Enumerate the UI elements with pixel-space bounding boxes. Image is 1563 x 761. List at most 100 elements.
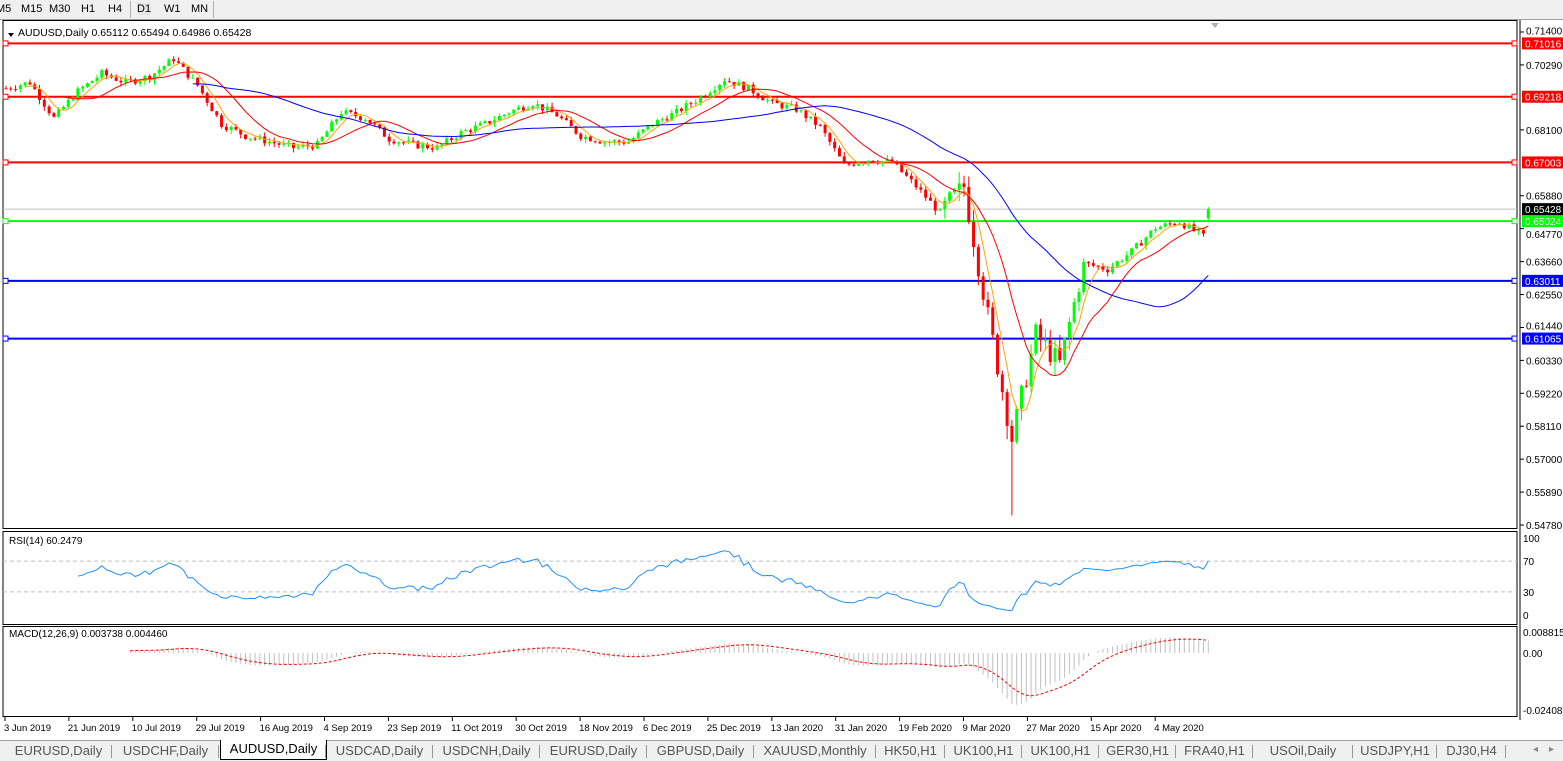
date-tick-label: 13 Jan 2020: [771, 723, 823, 734]
date-tick-label: 16 Aug 2019: [260, 723, 313, 734]
level-handle-right[interactable]: [1511, 40, 1518, 47]
price-tag-label: 0.65024: [1525, 217, 1562, 228]
tab-scroll-right-icon[interactable]: ▸: [1549, 744, 1555, 755]
date-tick-label: 15 Apr 2020: [1090, 723, 1141, 734]
chart-tab[interactable]: EURUSD,Daily: [541, 742, 646, 760]
bull-candle: [459, 131, 463, 139]
price-tick-label: 0.54780: [1526, 521, 1563, 532]
timeframe-h1[interactable]: H1: [81, 3, 96, 15]
price-tag-label: 0.67003: [1525, 158, 1562, 169]
date-tick-label: 21 Jun 2019: [68, 723, 120, 734]
chart-tab[interactable]: USDJPY,H1: [1354, 742, 1436, 760]
bull-candle: [81, 87, 85, 89]
tab-scroll-left-icon[interactable]: ◂: [1533, 744, 1539, 755]
bull-candle: [1130, 248, 1134, 256]
chart-tab[interactable]: AUDUSD,Daily: [220, 740, 327, 760]
bull-candle: [1034, 324, 1038, 354]
rsi-tick-label: 70: [1523, 557, 1535, 568]
bull-candle: [421, 144, 425, 149]
level-handle-left[interactable]: [2, 159, 9, 166]
chart-header-arrow-icon[interactable]: [8, 33, 14, 37]
timeframe-d1[interactable]: D1: [137, 3, 152, 15]
bear-candle: [416, 141, 420, 149]
timeframe-mn[interactable]: MN: [191, 3, 209, 15]
level-handle-left[interactable]: [2, 93, 9, 100]
price-tick-label: 0.57000: [1526, 455, 1563, 466]
chart-tab[interactable]: UK100,H1: [1023, 742, 1098, 760]
chart-tab[interactable]: FRA40,H1: [1177, 742, 1252, 760]
chart-tab-label: XAUUSD,Monthly: [763, 743, 867, 758]
chart-tab-label: HK50,H1: [884, 743, 937, 758]
chart-tab[interactable]: DJ30,H4: [1438, 742, 1505, 760]
chart-tab[interactable]: HK50,H1: [877, 742, 944, 760]
bull-candle: [478, 123, 482, 126]
level-handle-left[interactable]: [2, 335, 9, 342]
bull-candle: [1149, 230, 1153, 238]
bear-candle: [411, 140, 415, 142]
bull-candle: [641, 129, 645, 133]
bear-candle: [349, 110, 353, 113]
bull-candle: [938, 209, 942, 211]
price-tag-label: 0.65428: [1525, 205, 1562, 216]
chart-tab[interactable]: EURUSD,Daily: [6, 742, 111, 760]
bull-candle: [1134, 243, 1138, 249]
bear-candle: [378, 124, 382, 128]
timeframe-h4[interactable]: H4: [108, 3, 123, 15]
timeframe-m15[interactable]: M15: [21, 3, 43, 15]
bear-candle: [1168, 223, 1172, 225]
chart-tab[interactable]: USDCNH,Daily: [434, 742, 539, 760]
chart-tab[interactable]: USOil,Daily: [1254, 742, 1352, 760]
bull-candle: [746, 84, 750, 91]
bull-candle: [1053, 348, 1057, 362]
price-chart[interactable]: 0.71400 0.70290 0.68100 0.65880 0.64770 0.636…: [0, 20, 1563, 740]
bull-candle: [699, 96, 703, 103]
timeframe-w1[interactable]: W1: [164, 3, 181, 15]
level-handle-right[interactable]: [1511, 159, 1518, 166]
chart-tab[interactable]: GBPUSD,Daily: [648, 742, 753, 760]
bear-candle: [732, 82, 736, 86]
chart-tab-label: USDCNH,Daily: [442, 743, 531, 758]
price-tick-label: 0.63660: [1526, 258, 1563, 269]
chart-tab[interactable]: GER30,H1: [1100, 742, 1175, 760]
bear-candle: [833, 141, 837, 149]
bear-candle: [38, 89, 42, 101]
macd-tick-label: 0.008815: [1523, 628, 1563, 639]
bear-candle: [358, 116, 362, 120]
tab-separator: [1252, 745, 1253, 758]
bull-candle: [143, 75, 147, 81]
level-handle-left[interactable]: [2, 218, 9, 225]
level-handle-right[interactable]: [1511, 93, 1518, 100]
bear-candle: [775, 99, 779, 104]
level-handle-left[interactable]: [2, 277, 9, 284]
bear-candle: [1106, 269, 1110, 273]
level-handle-left[interactable]: [2, 40, 9, 47]
bear-candle: [928, 197, 932, 201]
chart-shift-marker-icon[interactable]: [1211, 23, 1219, 28]
bear-candle: [1202, 230, 1205, 234]
bull-candle: [229, 126, 233, 130]
tab-separator: [1436, 745, 1437, 758]
bull-candle: [718, 84, 722, 91]
bull-candle: [1072, 302, 1076, 322]
level-handle-right[interactable]: [1511, 277, 1518, 284]
bear-candle: [900, 164, 904, 173]
level-handle-right[interactable]: [1511, 218, 1518, 225]
bull-candle: [943, 200, 947, 210]
bear-candle: [770, 99, 774, 101]
bear-candle: [263, 136, 267, 144]
bear-candle: [1010, 425, 1014, 442]
chart-tab[interactable]: UK100,H1: [946, 742, 1021, 760]
bull-candle: [191, 77, 195, 79]
chart-tab[interactable]: XAUUSD,Monthly: [755, 742, 875, 760]
chart-tab[interactable]: USDCAD,Daily: [327, 742, 432, 760]
bull-candle: [157, 69, 161, 74]
bull-candle: [799, 110, 803, 112]
bear-candle: [430, 148, 434, 150]
timeframe-m30[interactable]: M30: [49, 3, 71, 15]
bear-candle: [593, 141, 597, 143]
bull-candle: [301, 144, 305, 147]
bull-candle: [464, 130, 468, 132]
level-handle-right[interactable]: [1511, 335, 1518, 342]
timeframe-m5[interactable]: M5: [0, 3, 12, 15]
chart-tab[interactable]: USDCHF,Daily: [113, 742, 218, 760]
